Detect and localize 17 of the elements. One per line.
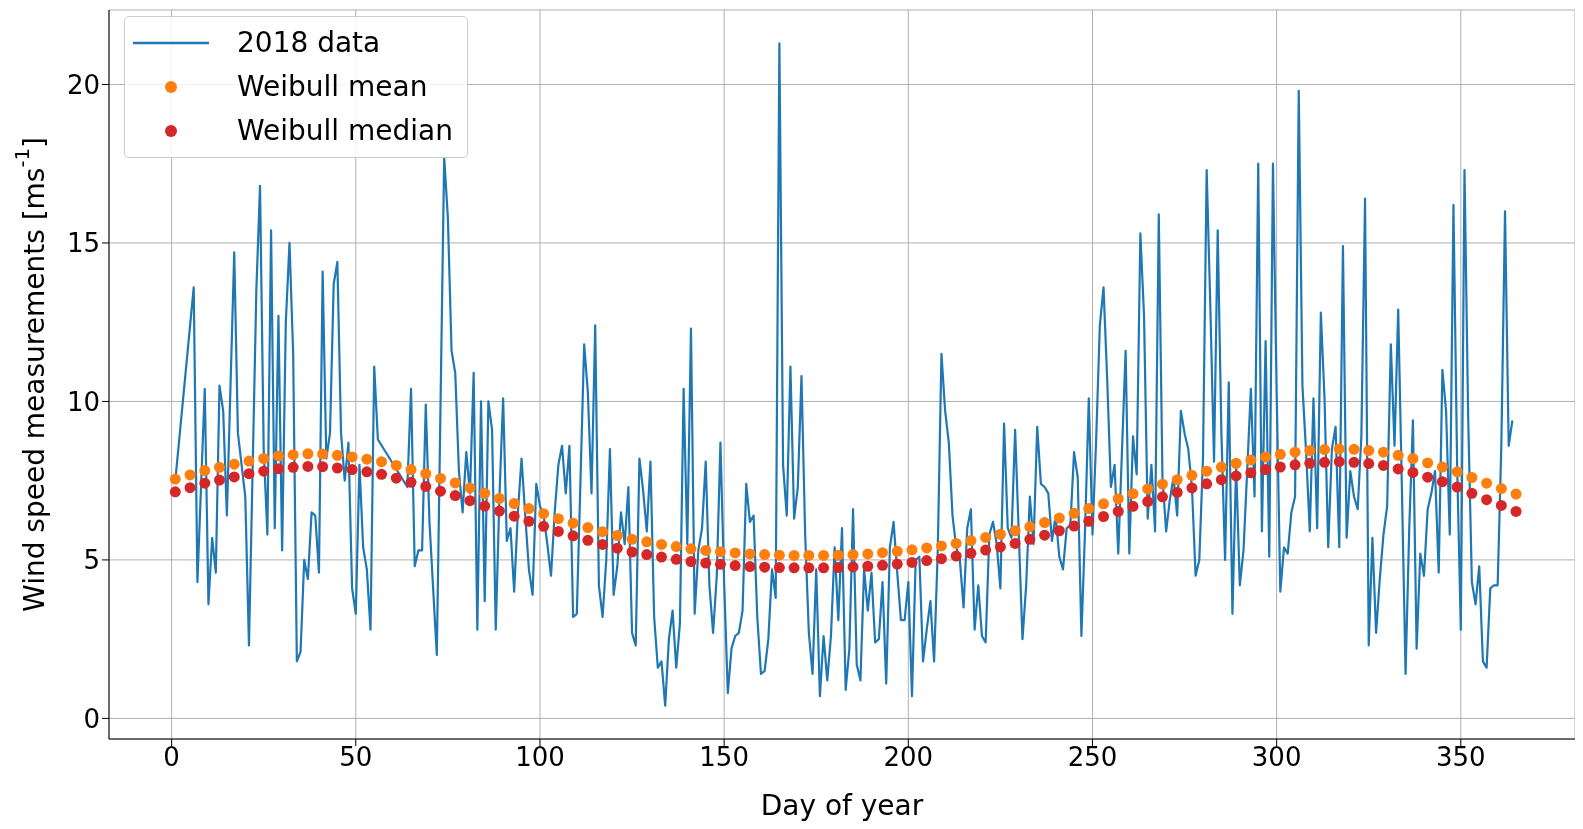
x-tick-label: 250: [1067, 742, 1118, 773]
x-tick-label: 50: [339, 742, 373, 773]
x-tick-label: 300: [1251, 742, 1302, 773]
x-tick-label: 100: [515, 742, 565, 773]
y-tick-label: 0: [83, 703, 100, 734]
x-tick-label: 200: [883, 742, 934, 773]
x-axis-title: Day of year: [760, 789, 924, 822]
legend-label: Weibull mean: [237, 69, 428, 105]
y-tick-label: 15: [66, 228, 100, 259]
x-tick-label: 0: [163, 742, 180, 773]
legend-label: Weibull median: [237, 113, 453, 149]
y-tick-label: 10: [66, 386, 100, 417]
y-tick-label: 5: [83, 545, 100, 576]
x-tick-label: 350: [1435, 742, 1486, 773]
x-tick-label: 150: [699, 742, 749, 773]
y-tick-label: 20: [66, 69, 100, 100]
legend-label: 2018 data: [237, 25, 381, 61]
